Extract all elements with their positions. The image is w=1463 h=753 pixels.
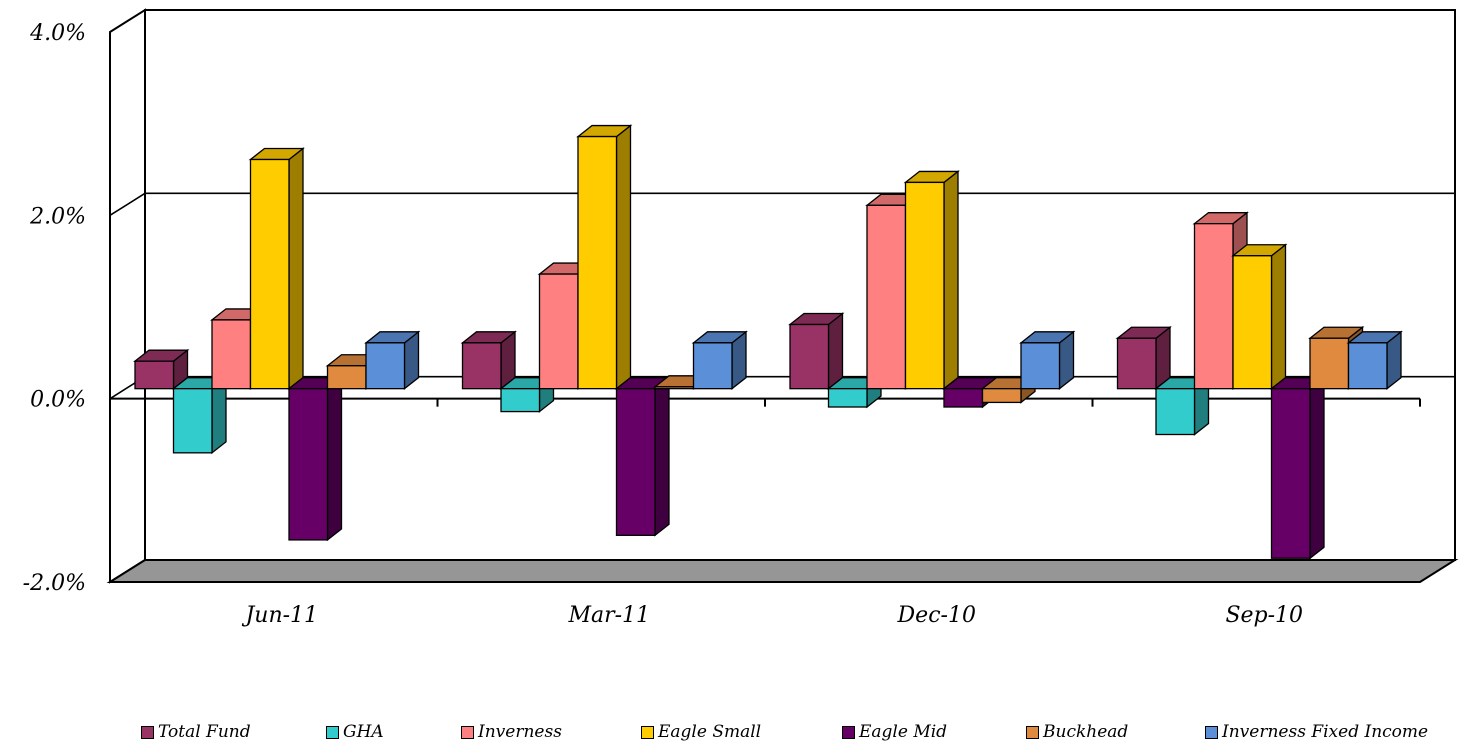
x-tick-label: Dec-10 [897, 603, 976, 628]
legend-label: GHA [343, 722, 384, 742]
legend-item: Total Fund [141, 722, 251, 742]
bar [133, 348, 190, 391]
x-tick-label: Mar-11 [567, 603, 650, 628]
legend-item: Inverness [461, 722, 562, 742]
bar [1019, 330, 1076, 391]
y-axis-tick-labels: -2.0% 0.0% 2.0% 4.0% [23, 21, 86, 596]
bar [364, 330, 421, 391]
legend-label: Total Fund [158, 722, 251, 742]
bar [1231, 243, 1288, 391]
legend-swatch [326, 725, 339, 739]
x-tick-label: Sep-10 [1225, 603, 1303, 628]
bar [248, 147, 305, 391]
bar [460, 330, 517, 391]
legend-label: Inverness [478, 722, 562, 742]
legend-item: Eagle Small [641, 722, 761, 742]
y-tick-label: 2.0% [29, 204, 86, 229]
floor [106, 559, 1459, 583]
bar [1115, 325, 1172, 391]
legend-label: Buckhead [1043, 722, 1129, 742]
bar [614, 376, 671, 537]
bar [1346, 330, 1403, 391]
side-wall [109, 8, 146, 584]
legend-label: Eagle Mid [859, 722, 948, 742]
y-tick-label: 0.0% [30, 388, 86, 413]
legend-swatch [1026, 725, 1039, 739]
legend-item: Buckhead [1026, 722, 1128, 742]
legend-label: Eagle Small [658, 722, 762, 742]
bar [1269, 376, 1326, 560]
legend-swatch [1205, 725, 1218, 739]
legend-item: Inverness Fixed Income [1205, 722, 1428, 742]
bar [1154, 376, 1211, 436]
y-tick-label: -2.0% [23, 571, 86, 596]
bar [903, 170, 960, 391]
bar [691, 330, 748, 391]
legend-label: Inverness Fixed Income [1222, 722, 1429, 742]
legend-item: Eagle Mid [842, 722, 947, 742]
x-tick-label: Jun-11 [241, 603, 318, 628]
y-tick-label: 4.0% [29, 21, 86, 46]
bar [788, 312, 845, 391]
bars [133, 124, 1403, 560]
legend-swatch [842, 725, 855, 739]
bar [576, 124, 633, 391]
bar [287, 376, 344, 542]
gridline [109, 192, 1455, 217]
legend-swatch [641, 725, 654, 739]
legend-item: GHA [326, 722, 384, 742]
legend-swatch [141, 725, 154, 739]
legend-swatch [461, 725, 474, 739]
chart: -2.0% 0.0% 2.0% 4.0% Jun-11 Mar-11 Dec-10 Sep-… [23, 8, 1459, 628]
legend: Total Fund GHA Inverness Eagle Small Eagle M… [0, 722, 1463, 750]
x-axis-category-labels: Jun-11 Mar-11 Dec-10 Sep-10 [241, 603, 1303, 628]
